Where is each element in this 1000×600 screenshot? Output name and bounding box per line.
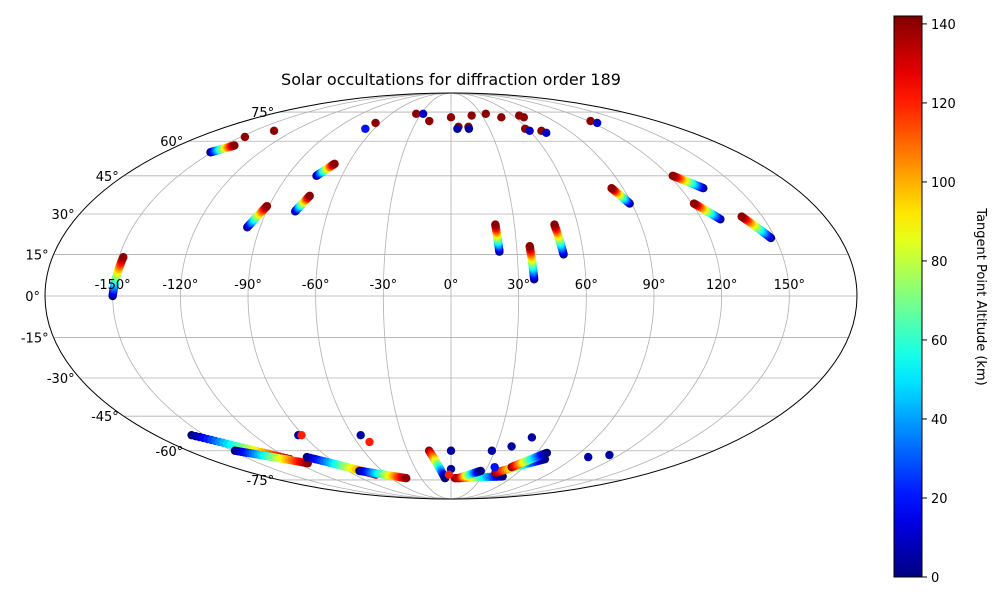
meridian-gridline [315,93,452,499]
map-boundary [44,92,858,500]
colorbar-tick-label: 140 [931,18,956,33]
x-tick-label: 150° [774,278,805,293]
data-point [444,470,454,479]
data-point [402,474,411,483]
x-tick-label: 120° [706,278,737,293]
data-point [305,191,314,201]
colorbar-tick-label: 20 [931,492,948,507]
chart-title: Solar occultations for diffraction order… [281,70,621,89]
data-point [497,113,506,122]
y-tick-label: -60° [156,445,184,460]
y-tick-label: -15° [21,332,49,347]
data-point [542,128,551,138]
colorbar-label: Tangent Point Altitude (km) [973,207,988,385]
data-point [467,111,476,120]
data-point [330,159,339,169]
data-point [519,113,529,122]
data-point [425,116,434,126]
x-tick-label: 90° [642,278,665,293]
data-point [668,171,677,181]
data-point [481,109,490,118]
data-point [476,466,485,476]
data-point [542,448,552,458]
data-point [269,126,279,135]
x-tick-label: -120° [162,278,198,293]
colorbar-tick-label: 80 [931,255,948,270]
y-tick-label: 30° [52,208,75,223]
meridian-gridline [247,93,452,499]
x-tick-label: -60° [302,278,330,293]
data-point [297,430,306,440]
data-point [446,446,456,455]
data-point [487,446,497,455]
data-point [446,113,456,122]
data-point [525,126,534,135]
colorbar-bar [893,15,923,578]
y-tick-label: -30° [47,372,75,387]
data-point [605,450,614,460]
data-point [418,109,428,118]
x-tick-label: 30° [507,278,530,293]
data-point [361,124,370,133]
data-point [490,462,499,472]
data-point [240,132,250,142]
colorbar-tick-label: 120 [931,97,956,112]
data-point [689,199,699,208]
y-tick-label: 15° [26,248,49,263]
x-tick-label: 0° [444,278,459,293]
data-point [464,124,474,133]
data-point [371,118,380,128]
meridian-gridline [450,93,790,499]
data-point [365,437,374,447]
colorbar-tick-label: 40 [931,413,948,428]
data-point [119,252,128,262]
data-point [412,109,421,118]
x-tick-label: 60° [575,278,598,293]
data-point [507,442,516,451]
y-tick-label: 75° [251,106,274,121]
colorbar-tick-label: 100 [931,176,956,191]
data-point [491,220,500,229]
meridian-gridline [382,93,452,499]
data-point [262,201,272,211]
x-tick-label: -30° [369,278,397,293]
y-tick-label: 60° [160,135,183,150]
data-point [737,212,746,221]
meridian-gridline [450,93,587,499]
data-points [108,109,776,483]
data-point [230,141,239,150]
y-tick-label: 45° [96,170,119,185]
data-point [550,220,559,229]
colorbar-tick-label: 0 [931,571,939,586]
colorbar-tick-label: 60 [931,334,948,349]
x-tick-label: -90° [234,278,262,293]
x-tick-label: -150° [95,278,131,293]
data-point [584,452,593,462]
data-point [453,124,462,133]
data-point [527,433,537,442]
data-point [607,184,616,193]
y-tick-label: -75° [246,474,274,489]
y-tick-label: -45° [91,410,119,425]
data-point [356,430,365,440]
y-tick-labels: 75° 60° 45° 30° 15° 0° -15° -30° -45° -60° -75° [21,106,274,489]
meridian-gridline [179,93,452,499]
data-point [586,116,595,126]
x-tick-labels: -150° -120° -90° -60° -30° 0° 30° 60° 90° 120° 150… [95,278,805,293]
data-point [525,242,534,251]
colorbar: 0 20 40 60 80 100 120 140 [893,15,956,586]
y-tick-label: 0° [25,290,40,305]
data-point [592,118,602,128]
meridian-gridline [450,93,655,499]
meridian-gridline [450,93,723,499]
